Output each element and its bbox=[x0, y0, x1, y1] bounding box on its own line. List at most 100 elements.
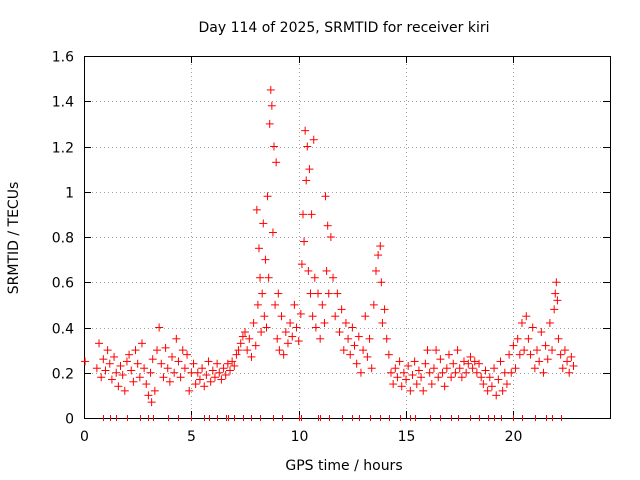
data-point bbox=[178, 346, 187, 355]
data-point bbox=[202, 371, 211, 380]
data-point bbox=[267, 101, 276, 110]
data-point bbox=[526, 350, 535, 359]
y-tick-label: 1 bbox=[65, 186, 74, 202]
data-point bbox=[265, 119, 274, 128]
data-point bbox=[294, 337, 303, 346]
data-point bbox=[152, 346, 161, 355]
x-tick-label: 5 bbox=[187, 429, 196, 445]
data-point bbox=[254, 244, 263, 253]
data-point bbox=[440, 382, 449, 391]
data-point bbox=[515, 350, 524, 359]
data-point bbox=[311, 323, 320, 332]
data-point bbox=[296, 309, 305, 318]
data-point bbox=[274, 289, 283, 298]
x-tick-label: 15 bbox=[398, 429, 416, 445]
data-point bbox=[333, 289, 342, 298]
data-point bbox=[309, 135, 318, 144]
data-point bbox=[310, 273, 319, 282]
data-point bbox=[206, 377, 215, 386]
data-point bbox=[305, 165, 314, 174]
data-point bbox=[318, 300, 327, 309]
data-point bbox=[304, 266, 313, 275]
chart-title: Day 114 of 2025, SRMTID for receiver kir… bbox=[198, 20, 489, 36]
data-point bbox=[256, 273, 265, 282]
data-point bbox=[436, 355, 445, 364]
data-point bbox=[479, 380, 488, 389]
data-point bbox=[509, 341, 518, 350]
data-point bbox=[339, 346, 348, 355]
data-point bbox=[412, 380, 421, 389]
data-point bbox=[273, 334, 282, 343]
data-point bbox=[408, 371, 417, 380]
data-point bbox=[389, 380, 398, 389]
data-point bbox=[137, 339, 146, 348]
data-point bbox=[421, 359, 430, 368]
data-point bbox=[417, 373, 426, 382]
data-point bbox=[505, 350, 514, 359]
data-point bbox=[286, 318, 295, 327]
data-point bbox=[101, 366, 110, 375]
data-point bbox=[263, 192, 272, 201]
data-point bbox=[331, 312, 340, 321]
data-point bbox=[324, 289, 333, 298]
data-point bbox=[210, 373, 219, 382]
data-point bbox=[127, 366, 136, 375]
data-point bbox=[157, 359, 166, 368]
data-point bbox=[507, 368, 516, 377]
data-point bbox=[460, 357, 469, 366]
data-point bbox=[537, 328, 546, 337]
data-point bbox=[365, 334, 374, 343]
data-point bbox=[502, 380, 511, 389]
data-point bbox=[279, 350, 288, 359]
data-point bbox=[541, 341, 550, 350]
data-point bbox=[483, 386, 492, 395]
data-point bbox=[189, 359, 198, 368]
data-point bbox=[303, 142, 312, 151]
data-point bbox=[204, 357, 213, 366]
data-point bbox=[99, 355, 108, 364]
data-point bbox=[511, 364, 520, 373]
data-point bbox=[384, 350, 393, 359]
data-point bbox=[434, 373, 443, 382]
data-point bbox=[150, 386, 159, 395]
data-point bbox=[410, 357, 419, 366]
y-tick-label: 0.6 bbox=[52, 276, 74, 292]
data-point bbox=[135, 373, 144, 382]
data-point bbox=[232, 350, 241, 359]
data-point bbox=[496, 357, 505, 366]
data-point bbox=[180, 364, 189, 373]
y-tick-label: 0 bbox=[65, 412, 74, 428]
data-point bbox=[556, 350, 565, 359]
data-point bbox=[277, 312, 286, 321]
data-point bbox=[260, 312, 269, 321]
data-point bbox=[425, 368, 434, 377]
data-point bbox=[147, 398, 156, 407]
data-point bbox=[161, 343, 170, 352]
data-point bbox=[560, 346, 569, 355]
data-point bbox=[406, 386, 415, 395]
data-point bbox=[144, 391, 153, 400]
data-point bbox=[198, 364, 207, 373]
data-point bbox=[485, 373, 494, 382]
data-point bbox=[494, 375, 503, 384]
data-point bbox=[314, 289, 323, 298]
data-point bbox=[297, 260, 306, 269]
data-point bbox=[247, 352, 256, 361]
data-point bbox=[298, 210, 307, 219]
data-point bbox=[264, 273, 273, 282]
data-point bbox=[225, 366, 234, 375]
data-point bbox=[95, 339, 104, 348]
data-point bbox=[369, 300, 378, 309]
data-point bbox=[266, 85, 275, 94]
data-point bbox=[528, 323, 537, 332]
data-point bbox=[159, 373, 168, 382]
data-point bbox=[107, 375, 116, 384]
data-point bbox=[550, 305, 559, 314]
data-point bbox=[348, 323, 357, 332]
data-point bbox=[114, 382, 123, 391]
data-point bbox=[517, 318, 526, 327]
y-axis-label: SRMTID / TECUs bbox=[6, 182, 22, 295]
x-tick-label: 10 bbox=[291, 429, 309, 445]
data-point bbox=[363, 352, 372, 361]
